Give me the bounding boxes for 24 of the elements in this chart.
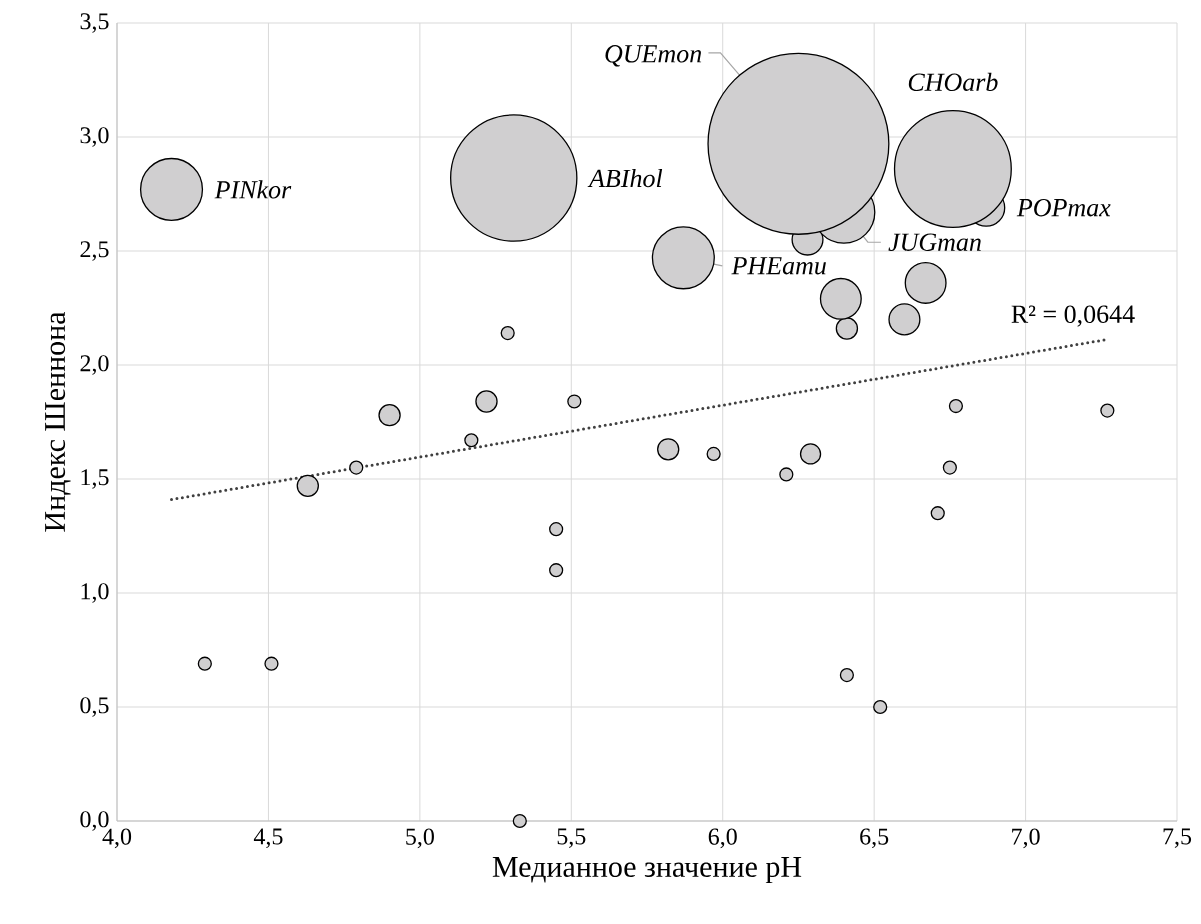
y-tick-label: 3,5 xyxy=(80,13,109,33)
data-label: PINkor xyxy=(214,180,292,199)
y-tick-label: 0,5 xyxy=(80,697,109,717)
annotation: R² = 0,0644 xyxy=(1011,305,1135,327)
y-tick-label: 3,0 xyxy=(80,127,109,147)
data-label: CHOarb xyxy=(908,72,998,92)
y-tick-label: 1,5 xyxy=(81,469,109,489)
x-tick-label: 6,5 xyxy=(860,828,889,849)
data-label: JUGman xyxy=(888,233,981,251)
data-label: ABIhol xyxy=(587,168,663,188)
x-tick-label: 5,5 xyxy=(557,828,586,848)
x-tick-label: 7,5 xyxy=(1163,828,1192,848)
data-label: PHEamu xyxy=(731,257,826,275)
x-tick-label: 7,0 xyxy=(1012,828,1040,849)
x-tick-label: 6,0 xyxy=(708,828,737,849)
data-label: POPmax xyxy=(1016,198,1111,217)
y-axis-title: Индекс Шеннона xyxy=(45,311,71,532)
x-tick-label: 4,5 xyxy=(253,828,283,849)
y-tick-label: 2,0 xyxy=(80,355,109,375)
x-tick-label: 5,0 xyxy=(406,828,434,849)
y-tick-label: 1,0 xyxy=(81,583,109,603)
data-label: QUEmon xyxy=(605,45,702,67)
y-tick-label: 2,5 xyxy=(80,241,109,261)
x-axis-title: Медианное значение pH xyxy=(492,857,802,884)
